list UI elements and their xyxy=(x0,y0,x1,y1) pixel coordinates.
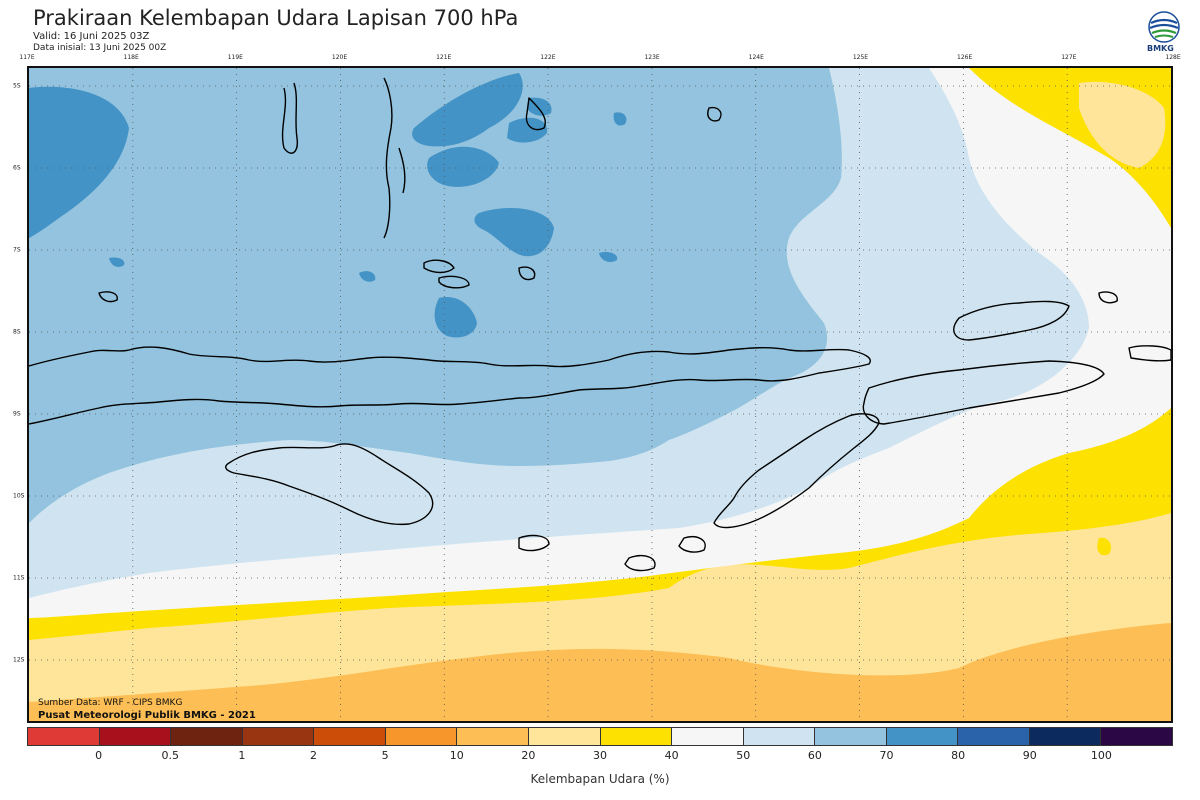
lon-label: 120E xyxy=(331,54,348,61)
colorbar-tick: 2 xyxy=(310,749,317,762)
colorbar-tick: 0 xyxy=(95,749,103,762)
map-title: Prakiraan Kelembapan Udara Lapisan 700 h… xyxy=(33,6,519,30)
colorbar-tick: 60 xyxy=(807,749,822,762)
colorbar-segment xyxy=(314,728,386,745)
colorbar-tick: 10 xyxy=(449,749,464,762)
colorbar-label: Kelembapan Udara (%) xyxy=(530,772,670,786)
colorbar xyxy=(27,727,1173,746)
colorbar-tick: 1 xyxy=(238,749,246,762)
colorbar-tick: 20 xyxy=(521,749,536,762)
colorbar-segment xyxy=(457,728,529,745)
colorbar-segment xyxy=(1029,728,1102,745)
colorbar-segment xyxy=(958,728,1030,745)
colorbar-segment xyxy=(385,728,458,745)
credit-line: Pusat Meteorologi Publik BMKG - 2021 xyxy=(38,710,256,721)
lon-label: 122E xyxy=(540,54,556,61)
colorbar-segment xyxy=(600,728,673,745)
colorbar-segment xyxy=(528,728,601,745)
colorbar-tick: 40 xyxy=(664,749,679,762)
colorbar-segment xyxy=(242,728,315,745)
lat-label: 11S xyxy=(13,574,25,582)
colorbar-tick: 100 xyxy=(1090,749,1112,762)
coordinate-grid xyxy=(29,68,1171,721)
colorbar-tick: 80 xyxy=(951,749,966,762)
lat-label: 7S xyxy=(13,246,21,254)
lon-label: 117E xyxy=(19,54,35,61)
lat-label: 6S xyxy=(13,164,21,172)
lon-label: 124E xyxy=(748,54,764,61)
bmkg-logo-icon xyxy=(1148,11,1180,43)
lon-label: 118E xyxy=(123,54,139,61)
colorbar-segment xyxy=(28,728,100,745)
coastlines xyxy=(29,77,1171,572)
colorbar-tick: 50 xyxy=(736,749,751,762)
colorbar-segment xyxy=(815,728,887,745)
colorbar-tick: 5 xyxy=(381,749,389,762)
lat-label: 12S xyxy=(13,656,25,664)
colorbar-segment xyxy=(743,728,816,745)
humidity-field xyxy=(29,68,1171,721)
lat-label: 9S xyxy=(13,410,21,418)
lat-label: 10S xyxy=(13,492,25,500)
lon-label: 128E xyxy=(1165,54,1181,61)
lon-label: 125E xyxy=(852,54,869,61)
colorbar-segment xyxy=(99,728,172,745)
valid-time: Valid: 16 Juni 2025 03Z xyxy=(33,31,150,42)
bmkg-logo-text: BMKG xyxy=(1147,44,1174,53)
colorbar-segment xyxy=(672,728,744,745)
colorbar-tick: 70 xyxy=(879,749,894,762)
band-70-80 xyxy=(29,68,842,523)
lon-label: 123E xyxy=(644,54,660,61)
initial-data-time: Data inisial: 13 Juni 2025 00Z xyxy=(33,43,167,53)
colorbar-segment xyxy=(1101,728,1172,745)
colorbar-segment xyxy=(171,728,243,745)
colorbar-segment xyxy=(886,728,959,745)
band-80-90 xyxy=(29,73,627,338)
data-source: Sumber Data: WRF - CIPS BMKG xyxy=(38,698,183,708)
lon-label: 121E xyxy=(436,54,452,61)
humidity-map xyxy=(27,66,1173,723)
lon-label: 119E xyxy=(227,54,243,61)
colorbar-tick: 0.5 xyxy=(161,749,180,762)
lat-label: 5S xyxy=(13,82,21,90)
colorbar-tick: 30 xyxy=(593,749,607,762)
lat-label: 8S xyxy=(13,328,21,336)
lon-label: 127E xyxy=(1061,54,1077,61)
colorbar-tick: 90 xyxy=(1022,749,1037,762)
lon-label: 126E xyxy=(957,54,973,61)
